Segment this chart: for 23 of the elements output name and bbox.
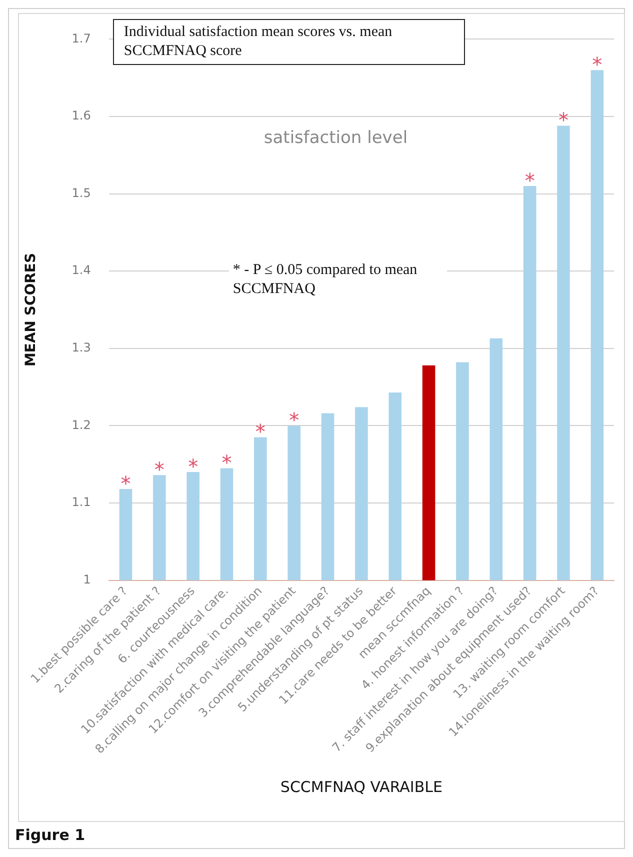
- y-tick-label: 1.2: [72, 418, 91, 432]
- annotation: *: [558, 108, 568, 132]
- annotation: *: [188, 454, 198, 478]
- annotation: * - P ≤ 0.05 compared to mean SCCMFNAQ: [228, 259, 447, 302]
- text: satisfaction level: [264, 128, 408, 148]
- annotation: *: [524, 168, 535, 192]
- annotation: *: [592, 52, 602, 76]
- x-axis-title: SCCMFNAQ VARAIBLE: [280, 778, 442, 796]
- y-tick-label: 1.1: [72, 495, 91, 510]
- annotation: *: [289, 408, 300, 432]
- y-tick-label: 1.6: [72, 108, 91, 123]
- annotation: *: [154, 457, 164, 482]
- y-tick-label: 1.4: [72, 263, 91, 278]
- annotation: *: [222, 450, 232, 474]
- caption: Figure 1: [15, 826, 86, 844]
- y-axis-title: MEAN SCORES: [23, 252, 40, 367]
- annotation: *: [120, 471, 131, 496]
- annotation: *: [255, 419, 266, 444]
- title-frame: Individual satisfaction mean scores vs. mean SCCMFNAQ score: [112, 19, 465, 66]
- y-tick-label: 1.7: [72, 31, 91, 46]
- y-tick-label: 1.3: [72, 340, 91, 355]
- y-tick-label: 1: [83, 572, 91, 586]
- y-tick-label: 1.5: [72, 186, 91, 200]
